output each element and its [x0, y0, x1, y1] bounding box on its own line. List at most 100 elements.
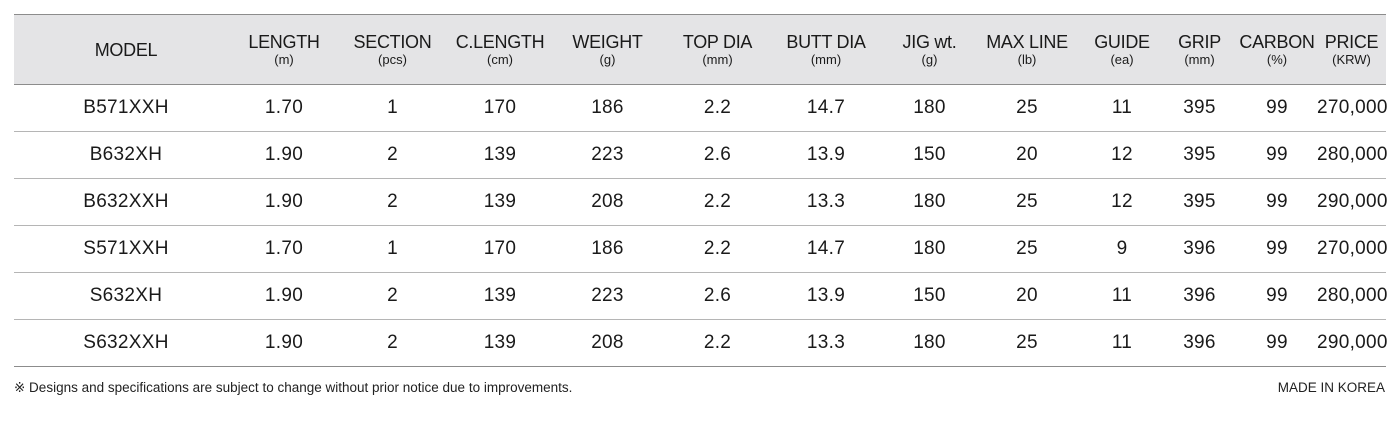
- table-cell: 208: [591, 191, 624, 212]
- table-cell: 2.2: [703, 332, 732, 353]
- table-cell: 290,000: [1317, 332, 1388, 353]
- model-cell: B571XXH: [83, 97, 169, 118]
- table-cell: 14.7: [806, 238, 846, 259]
- column-header-grip: GRIP (mm): [1162, 15, 1237, 85]
- table-cell: 2.2: [703, 238, 732, 259]
- table-cell: 1: [387, 238, 398, 259]
- table-cell: 13.3: [806, 332, 846, 353]
- table-cell: 99: [1266, 285, 1288, 306]
- spec-table: MODEL LENGTH (m) SECTION (pcs) C.LENGTH (cm) WE…: [14, 14, 1388, 367]
- table-cell: 1.90: [264, 285, 304, 306]
- column-unit: (mm): [810, 52, 842, 67]
- table-cell: 13.9: [806, 144, 846, 165]
- table-row: S632XXH 1.90 2 139 208 2.2 13.3 180 25 11 396 99 290…: [14, 320, 1388, 367]
- model-cell: S632XH: [89, 285, 163, 306]
- column-label: C.LENGTH: [455, 32, 545, 52]
- table-cell: 223: [591, 285, 624, 306]
- table-cell: 139: [483, 285, 517, 306]
- model-cell: S632XXH: [83, 332, 169, 353]
- table-cell: 25: [1016, 332, 1038, 353]
- column-label: PRICE: [1324, 32, 1379, 52]
- table-cell: 11: [1111, 332, 1133, 353]
- table-cell: 180: [913, 332, 946, 353]
- table-cell: 13.3: [806, 191, 846, 212]
- column-unit: (KRW): [1332, 52, 1371, 67]
- column-header-model: MODEL: [14, 15, 238, 85]
- table-cell: 25: [1016, 238, 1038, 259]
- table-cell: 395: [1183, 191, 1216, 212]
- table-cell: 2: [387, 191, 398, 212]
- column-label: GRIP: [1178, 32, 1221, 52]
- table-cell: 20: [1016, 144, 1038, 165]
- column-header-jig-wt: JIG wt. (g): [887, 15, 972, 85]
- column-unit: (%): [1266, 52, 1288, 67]
- table-cell: 395: [1183, 144, 1216, 165]
- table-cell: 25: [1016, 97, 1038, 118]
- column-label: JIG wt.: [902, 32, 957, 52]
- table-cell: 180: [913, 97, 946, 118]
- table-cell: 139: [483, 332, 517, 353]
- table-row: S571XXH 1.70 1 170 186 2.2 14.7 180 25 9 396 99 270,…: [14, 226, 1388, 273]
- origin-label: MADE IN KOREA: [1277, 380, 1385, 395]
- column-unit: (cm): [487, 52, 513, 67]
- table-cell: 290,000: [1317, 191, 1388, 212]
- table-cell: 1: [387, 97, 398, 118]
- table-cell: 270,000: [1317, 97, 1388, 118]
- table-cell: 99: [1266, 191, 1288, 212]
- table-cell: 20: [1016, 285, 1038, 306]
- table-cell: 1.90: [264, 144, 304, 165]
- column-unit: (g): [921, 52, 938, 67]
- column-header-weight: WEIGHT (g): [545, 15, 670, 85]
- column-unit: (lb): [1017, 52, 1037, 67]
- column-label: GUIDE: [1094, 32, 1150, 52]
- column-unit: (m): [274, 52, 294, 67]
- table-cell: 2.6: [703, 285, 732, 306]
- column-header-c-length: C.LENGTH (cm): [455, 15, 545, 85]
- table-cell: 186: [591, 97, 624, 118]
- table-cell: 280,000: [1317, 144, 1388, 165]
- table-cell: 208: [591, 332, 624, 353]
- table-cell: 186: [591, 238, 624, 259]
- model-cell: S571XXH: [83, 238, 169, 259]
- model-cell: B632XH: [89, 144, 163, 165]
- column-label: LENGTH: [248, 32, 320, 52]
- table-cell: 2: [387, 144, 398, 165]
- table-body: B571XXH 1.70 1 170 186 2.2 14.7 180 25 11 395 99 270…: [14, 85, 1388, 367]
- table-cell: 2.6: [703, 144, 732, 165]
- table-cell: 11: [1111, 97, 1133, 118]
- table-cell: 270,000: [1317, 238, 1388, 259]
- table-cell: 139: [483, 191, 517, 212]
- column-header-max-line: MAX LINE (lb): [972, 15, 1082, 85]
- disclaimer-note: ※ Designs and specifications are subject…: [14, 380, 573, 395]
- table-cell: 99: [1266, 332, 1288, 353]
- table-cell: 2.2: [703, 191, 732, 212]
- table-cell: 9: [1116, 238, 1128, 259]
- table-cell: 1.70: [264, 238, 304, 259]
- table-row: B571XXH 1.70 1 170 186 2.2 14.7 180 25 11 395 99 270…: [14, 85, 1388, 132]
- column-unit: (ea): [1110, 52, 1134, 67]
- table-row: B632XXH 1.90 2 139 208 2.2 13.3 180 25 12 395 99 290…: [14, 179, 1388, 226]
- table-cell: 223: [591, 144, 624, 165]
- table-cell: 150: [913, 144, 946, 165]
- column-header-price: PRICE (KRW): [1317, 15, 1386, 85]
- table-cell: 2: [387, 332, 398, 353]
- table-cell: 395: [1183, 97, 1216, 118]
- column-label: SECTION: [353, 32, 432, 52]
- column-header-carbon: CARBON (%): [1237, 15, 1317, 85]
- table-cell: 1.90: [264, 191, 304, 212]
- table-cell: 99: [1266, 144, 1288, 165]
- table-row: S632XH 1.90 2 139 223 2.6 13.9 150 20 11 396 99 280,…: [14, 273, 1388, 320]
- table-cell: 280,000: [1317, 285, 1388, 306]
- table-cell: 396: [1183, 238, 1216, 259]
- table-cell: 13.9: [806, 285, 846, 306]
- column-header-length: LENGTH (m): [238, 15, 330, 85]
- table-cell: 12: [1111, 191, 1133, 212]
- table-header: MODEL LENGTH (m) SECTION (pcs) C.LENGTH (cm) WE…: [14, 14, 1386, 85]
- table-row: B632XH 1.90 2 139 223 2.6 13.9 150 20 12 395 99 280,…: [14, 132, 1388, 179]
- column-label: WEIGHT: [572, 32, 643, 52]
- column-label: MAX LINE: [986, 32, 1068, 52]
- table-cell: 25: [1016, 191, 1038, 212]
- table-cell: 12: [1111, 144, 1133, 165]
- table-cell: 139: [483, 144, 517, 165]
- column-unit: (mm): [702, 52, 733, 67]
